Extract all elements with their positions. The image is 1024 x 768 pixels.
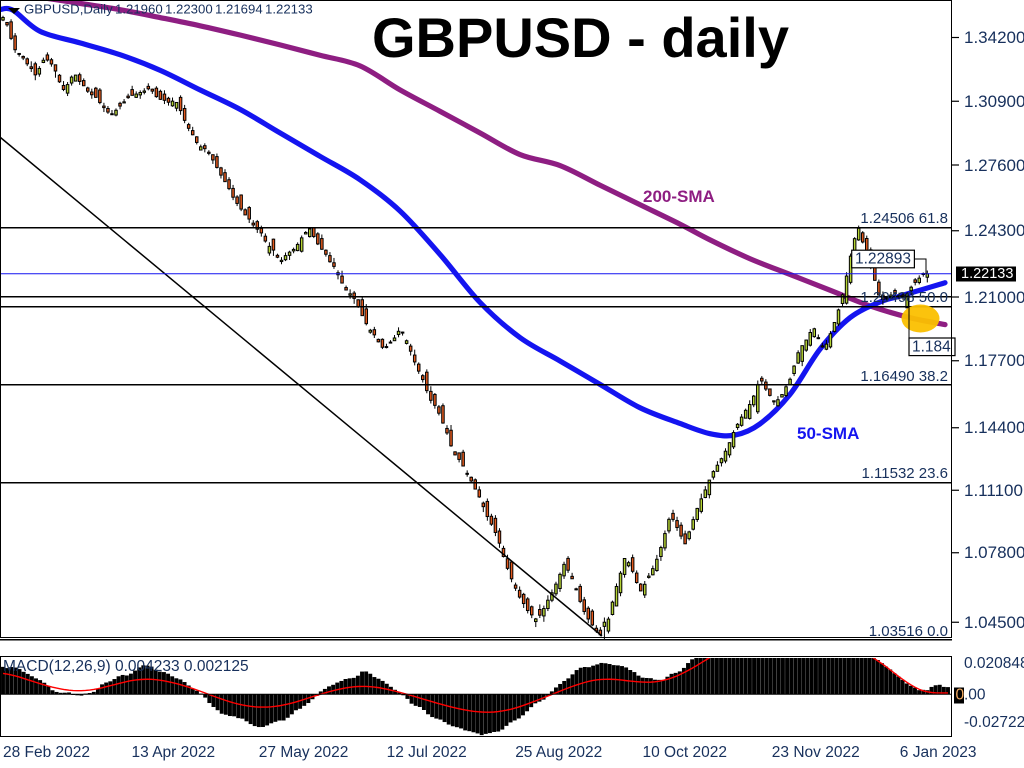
svg-text:MACD(12,26,9) 0.004233 0.00212: MACD(12,26,9) 0.004233 0.002125: [3, 658, 249, 675]
svg-text:1.24506 61.8: 1.24506 61.8: [860, 210, 948, 227]
svg-text:1.07800: 1.07800: [964, 543, 1024, 562]
svg-text:1.30900: 1.30900: [964, 92, 1024, 111]
svg-text:1.22133: 1.22133: [265, 2, 313, 17]
svg-text:1.11532 23.6: 1.11532 23.6: [862, 465, 948, 482]
svg-text:6 Jan 2023: 6 Jan 2023: [900, 744, 977, 761]
svg-text:1.184: 1.184: [912, 339, 951, 356]
svg-text:28 Feb 2022: 28 Feb 2022: [3, 744, 90, 761]
svg-text:1.22133: 1.22133: [961, 266, 1013, 282]
svg-text:1.04500: 1.04500: [964, 613, 1024, 632]
svg-text:1.21694: 1.21694: [215, 2, 263, 17]
svg-text:12 Jul 2022: 12 Jul 2022: [387, 744, 467, 761]
svg-text:10 Oct 2022: 10 Oct 2022: [643, 744, 727, 761]
svg-text:1.22300: 1.22300: [165, 2, 213, 17]
svg-text:200-SMA: 200-SMA: [643, 187, 715, 206]
svg-text:23 Nov 2022: 23 Nov 2022: [772, 744, 860, 761]
svg-text:.00: .00: [964, 687, 986, 704]
svg-text:1.34200: 1.34200: [964, 28, 1024, 47]
svg-text:1.20498 50.0: 1.20498 50.0: [860, 289, 948, 306]
svg-text:1.21000: 1.21000: [964, 288, 1024, 307]
svg-text:50-SMA: 50-SMA: [797, 424, 859, 443]
svg-text:1.17700: 1.17700: [964, 351, 1024, 370]
svg-text:GBPUSD - daily: GBPUSD - daily: [372, 6, 789, 69]
svg-text:0.020848: 0.020848: [964, 655, 1024, 672]
svg-text:1.22893: 1.22893: [855, 251, 911, 268]
svg-text:1.11100: 1.11100: [964, 481, 1023, 500]
svg-text:1.14400: 1.14400: [964, 418, 1024, 437]
svg-text:25 Aug 2022: 25 Aug 2022: [515, 744, 602, 761]
svg-text:13 Apr 2022: 13 Apr 2022: [132, 744, 216, 761]
svg-text:GBPUSD,Daily: GBPUSD,Daily: [24, 2, 113, 17]
svg-text:1.21960: 1.21960: [115, 2, 163, 17]
svg-text:27 May 2022: 27 May 2022: [259, 744, 349, 761]
svg-text:-0.027226: -0.027226: [964, 714, 1024, 731]
svg-text:1.24300: 1.24300: [964, 221, 1024, 240]
svg-text:1.16490 38.2: 1.16490 38.2: [860, 368, 948, 385]
svg-text:1.27600: 1.27600: [964, 156, 1024, 175]
